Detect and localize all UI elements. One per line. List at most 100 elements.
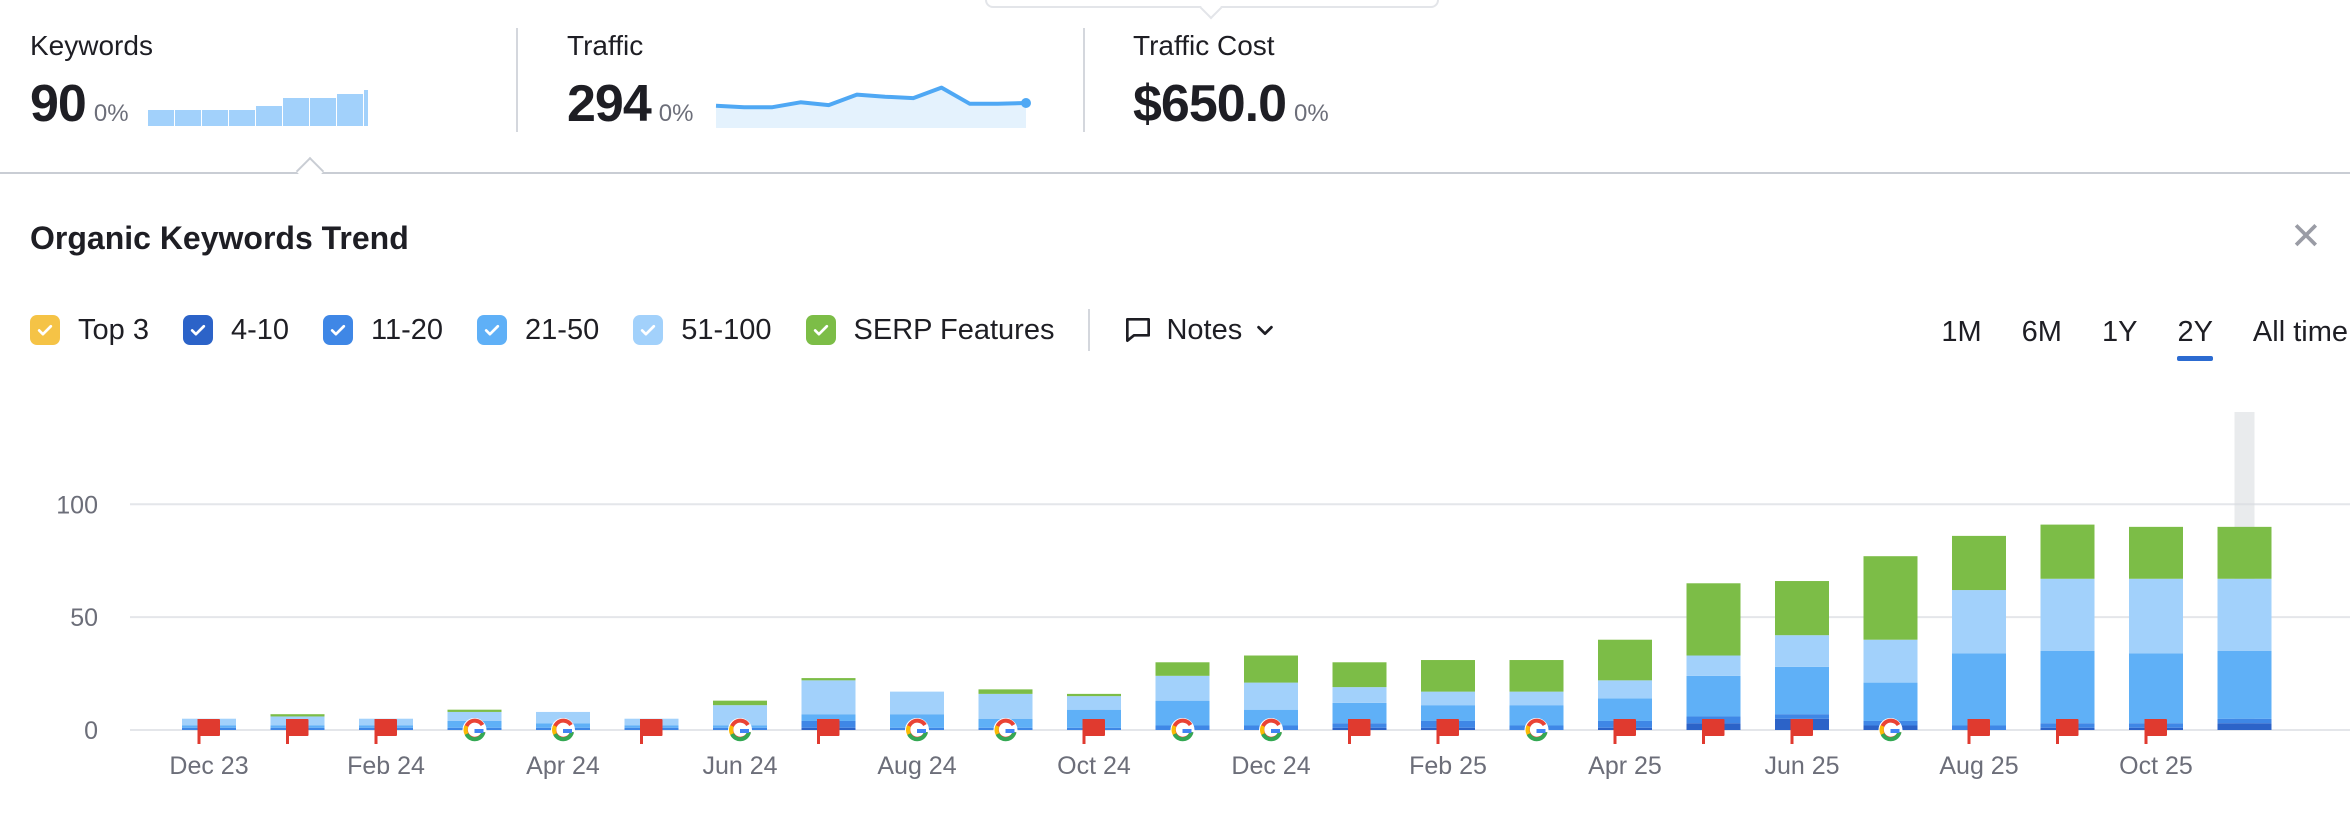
bar-segment-21-50[interactable] — [1686, 675, 1741, 717]
bar-segment-11-20[interactable] — [1775, 714, 1829, 719]
traffic-cost-metric[interactable]: Traffic Cost $650.0 0% — [1133, 30, 1329, 133]
note-flag-icon[interactable] — [1082, 719, 1105, 744]
google-update-icon[interactable] — [728, 718, 752, 742]
bar-segment-serp-features[interactable] — [2129, 526, 2183, 579]
bar-segment-serp-features[interactable] — [1332, 662, 1387, 688]
bar-segment-51-100[interactable] — [978, 693, 1033, 719]
bar-segment-51-100[interactable] — [1155, 675, 1210, 701]
bar-segment-51-100[interactable] — [1598, 680, 1652, 699]
range-6m[interactable]: 6M — [2021, 315, 2062, 348]
legend-item-4-10[interactable]: 4-10 — [182, 314, 289, 347]
bar-segment-21-50[interactable] — [1775, 666, 1829, 715]
bar-segment-serp-features[interactable] — [1952, 535, 2006, 591]
checkbox-icon[interactable] — [323, 315, 353, 345]
bar-segment-51-100[interactable] — [1244, 682, 1298, 710]
bar-segment-51-100[interactable] — [1067, 696, 1121, 710]
bar-segment-21-50[interactable] — [1863, 682, 1918, 721]
bar-segment-51-100[interactable] — [447, 711, 502, 721]
note-flag-icon[interactable] — [817, 719, 840, 744]
note-flag-icon[interactable] — [2056, 719, 2079, 744]
bar-segment-serp-features[interactable] — [1067, 693, 1121, 697]
note-flag-icon[interactable] — [286, 719, 309, 744]
bar-segment-21-50[interactable] — [2129, 653, 2183, 724]
checkbox-icon[interactable] — [633, 315, 664, 345]
close-icon[interactable]: ✕ — [2290, 216, 2322, 258]
bar-segment-51-100[interactable] — [801, 680, 856, 715]
bar-segment-51-100[interactable] — [1509, 691, 1564, 706]
checkbox-icon[interactable] — [805, 315, 836, 345]
bar-segment-21-50[interactable] — [1421, 705, 1475, 721]
range-1m[interactable]: 1M — [1941, 315, 1982, 348]
legend-item-51-100[interactable]: 51-100 — [633, 314, 772, 347]
bar-segment-51-100[interactable] — [536, 711, 590, 724]
bar-segment-51-100[interactable] — [2129, 578, 2183, 654]
keywords-metric[interactable]: Keywords 90 0% — [30, 30, 368, 133]
bar-segment-51-100[interactable] — [713, 705, 767, 726]
bar-segment-serp-features[interactable] — [1421, 660, 1475, 692]
bar-segment-serp-features[interactable] — [1775, 581, 1829, 636]
note-flag-icon[interactable] — [640, 719, 663, 744]
checkbox-icon[interactable] — [30, 315, 60, 345]
note-flag-icon[interactable] — [197, 719, 220, 744]
legend-item-top-3[interactable]: Top 3 — [30, 314, 149, 347]
bar-segment-serp-features[interactable] — [1509, 660, 1564, 692]
bar-segment-21-50[interactable] — [1598, 698, 1652, 721]
bar-segment-serp-features[interactable] — [978, 689, 1033, 694]
bar-segment-51-100[interactable] — [1952, 590, 2006, 654]
bar-segment-serp-features[interactable] — [801, 678, 856, 681]
range-2y[interactable]: 2Y — [2177, 315, 2214, 361]
google-update-icon[interactable] — [1524, 718, 1549, 742]
bar-segment-serp-features[interactable] — [2217, 526, 2272, 579]
bar-segment-21-50[interactable] — [1509, 705, 1564, 726]
bar-segment-serp-features[interactable] — [2040, 524, 2095, 579]
google-update-icon[interactable] — [905, 718, 929, 742]
traffic-metric[interactable]: Traffic 294 0% — [567, 30, 1031, 133]
legend-item-11-20[interactable]: 11-20 — [323, 314, 443, 347]
bar-segment-serp-features[interactable] — [270, 714, 325, 717]
bar-segment-51-100[interactable] — [1421, 691, 1475, 706]
bar-segment-51-100[interactable] — [1332, 687, 1387, 703]
bar-segment-4-10[interactable] — [2217, 723, 2272, 730]
bar-segment-21-50[interactable] — [801, 714, 856, 721]
bar-segment-11-20[interactable] — [2217, 718, 2272, 724]
bar-segment-51-100[interactable] — [2217, 578, 2272, 651]
note-flag-icon[interactable] — [1967, 719, 1990, 744]
bar-segment-51-100[interactable] — [1775, 635, 1829, 667]
note-flag-icon[interactable] — [374, 719, 397, 744]
notes-dropdown[interactable]: Notes — [1122, 314, 1276, 347]
bar-segment-51-100[interactable] — [1686, 655, 1741, 676]
range-1y[interactable]: 1Y — [2101, 315, 2138, 348]
checkbox-icon[interactable] — [182, 315, 213, 345]
bar-segment-serp-features[interactable] — [1155, 662, 1210, 676]
bar-segment-21-50[interactable] — [1244, 709, 1298, 726]
bar-segment-21-50[interactable] — [1067, 709, 1121, 728]
legend-item-21-50[interactable]: 21-50 — [477, 314, 599, 347]
legend-item-serp-features[interactable]: SERP Features — [805, 314, 1054, 347]
google-update-icon[interactable] — [1170, 718, 1195, 742]
bar-segment-serp-features[interactable] — [1598, 639, 1652, 681]
note-flag-icon[interactable] — [1348, 719, 1371, 744]
note-flag-icon[interactable] — [2144, 719, 2167, 744]
bar-segment-serp-features[interactable] — [713, 700, 767, 706]
checkbox-icon[interactable] — [477, 315, 508, 345]
bar-segment-serp-features[interactable] — [1863, 556, 1918, 640]
bar-segment-21-50[interactable] — [2040, 651, 2095, 724]
note-flag-icon[interactable] — [1702, 719, 1725, 744]
google-update-icon[interactable] — [462, 718, 487, 742]
bar-segment-serp-features[interactable] — [1244, 655, 1298, 683]
google-update-icon[interactable] — [1878, 718, 1903, 742]
note-flag-icon[interactable] — [1436, 719, 1459, 744]
google-update-icon[interactable] — [1259, 718, 1283, 742]
bar-segment-51-100[interactable] — [2040, 578, 2095, 651]
bar-segment-21-50[interactable] — [2217, 651, 2272, 719]
google-update-icon[interactable] — [551, 718, 575, 742]
note-flag-icon[interactable] — [1613, 719, 1636, 744]
google-update-icon[interactable] — [993, 718, 1018, 742]
bar-segment-51-100[interactable] — [890, 691, 944, 715]
note-flag-icon[interactable] — [1790, 719, 1813, 744]
bar-segment-serp-features[interactable] — [447, 709, 502, 712]
bar-segment-21-50[interactable] — [1952, 653, 2006, 726]
bar-segment-51-100[interactable] — [1863, 639, 1918, 683]
range-all-time[interactable]: All time — [2252, 315, 2348, 348]
bar-segment-21-50[interactable] — [1332, 702, 1387, 724]
